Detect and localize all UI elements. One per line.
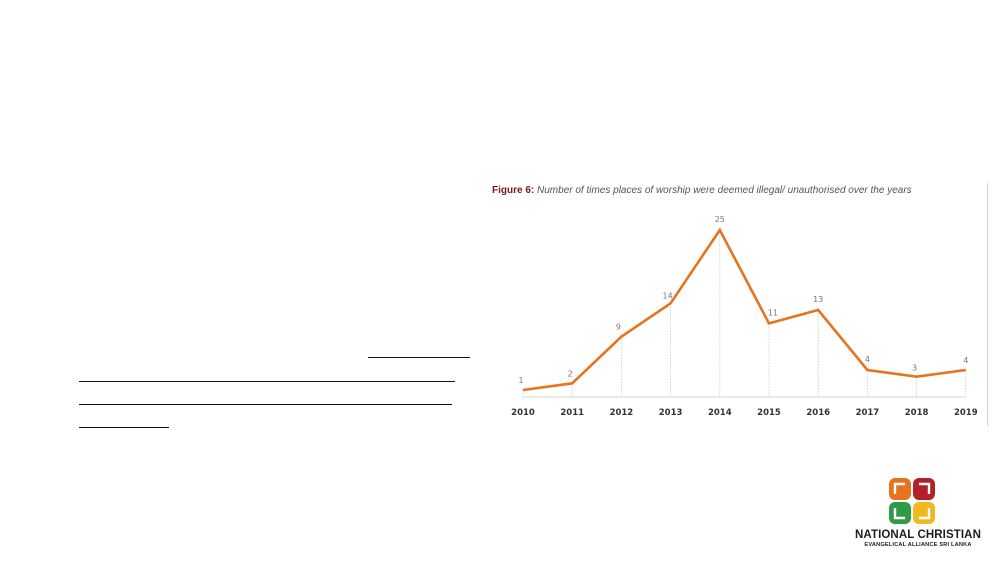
x-tick-label: 2015	[757, 408, 781, 418]
underline-rule	[79, 381, 455, 382]
data-label: 1	[518, 376, 523, 385]
logo: NATIONAL CHRISTIAN EVANGELICAL ALLIANCE …	[843, 476, 993, 556]
figure-caption: Number of times places of worship were d…	[537, 185, 912, 196]
data-label: 25	[715, 215, 725, 224]
data-label: 9	[616, 323, 621, 332]
data-label: 2	[568, 369, 573, 378]
x-tick-label: 2016	[806, 408, 830, 418]
x-tick-label: 2017	[856, 408, 880, 418]
data-label: 14	[663, 291, 673, 300]
figure-border	[987, 183, 988, 426]
underline-rule	[368, 357, 470, 358]
data-label: 13	[813, 295, 823, 304]
x-tick-label: 2019	[954, 408, 978, 418]
x-tick-label: 2018	[905, 408, 929, 418]
logo-square-orange	[889, 478, 911, 500]
logo-square-green	[889, 502, 911, 524]
data-label: 4	[963, 356, 968, 365]
figure-title: Figure 6: Number of times places of wors…	[492, 185, 992, 196]
data-label: 11	[768, 308, 778, 317]
x-tick-label: 2010	[511, 408, 535, 418]
series-line	[522, 227, 966, 392]
x-tick-label: 2012	[610, 408, 634, 418]
logo-name: NATIONAL CHRISTIAN	[855, 529, 981, 541]
logo-mark-icon	[889, 478, 935, 524]
data-label: 3	[912, 364, 917, 373]
logo-square-yellow	[913, 502, 935, 524]
figure-label: Figure 6:	[492, 185, 535, 196]
logo-subtitle: EVANGELICAL ALLIANCE SRI LANKA	[864, 542, 972, 548]
underline-rule	[79, 427, 169, 428]
data-label: 4	[865, 355, 870, 364]
logo-square-red	[913, 478, 935, 500]
underline-rule	[79, 404, 452, 405]
x-tick-label: 2014	[708, 408, 732, 418]
x-tick-label: 2013	[659, 408, 683, 418]
x-tick-label: 2011	[560, 408, 584, 418]
